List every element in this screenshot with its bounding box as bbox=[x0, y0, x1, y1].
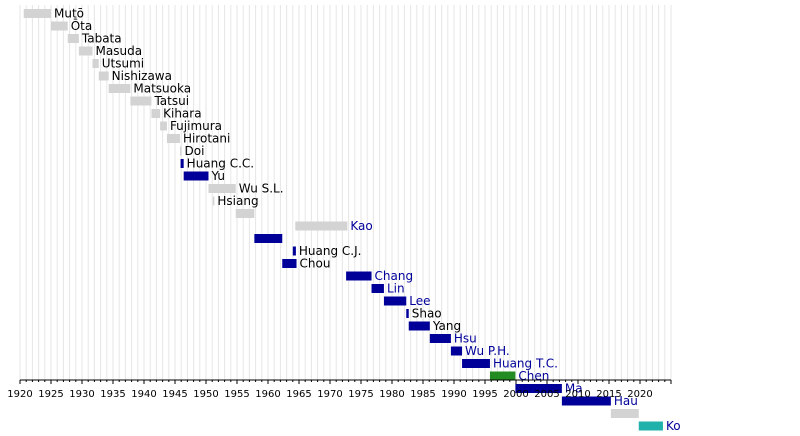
x-tick-label: 1965 bbox=[286, 389, 311, 400]
timeline-bar bbox=[346, 271, 372, 281]
timeline-bar bbox=[180, 159, 184, 168]
timeline-bar bbox=[23, 9, 51, 18]
timeline-bar bbox=[108, 84, 131, 93]
x-tick-label: 2015 bbox=[596, 389, 621, 400]
timeline-bar-label: Huang T.C. bbox=[493, 357, 558, 371]
timeline-bar bbox=[235, 209, 255, 218]
x-tick-label: 1930 bbox=[69, 389, 94, 400]
x-tick-label: 1955 bbox=[224, 389, 249, 400]
x-tick-label: 1945 bbox=[162, 389, 187, 400]
timeline-bar-label: Hirotani bbox=[183, 132, 230, 146]
timeline-bar bbox=[429, 334, 451, 343]
timeline-bar-label: Ōta bbox=[71, 19, 93, 33]
timeline-bar-label: Kao bbox=[350, 219, 372, 233]
timeline-bar bbox=[292, 246, 296, 256]
timeline-bar-label: Tabata bbox=[81, 32, 122, 46]
timeline-bar bbox=[67, 34, 79, 43]
timeline-bar bbox=[450, 346, 463, 356]
timeline-bar-label: Shao bbox=[412, 307, 442, 321]
timeline-bar bbox=[51, 21, 68, 31]
x-tick-label: 1980 bbox=[379, 389, 404, 400]
timeline-bar bbox=[208, 184, 236, 193]
grid-lines bbox=[19, 5, 672, 380]
x-tick-label: 2005 bbox=[534, 389, 559, 400]
timeline-bar bbox=[166, 134, 180, 143]
timeline-bar bbox=[295, 221, 348, 231]
timeline-bar-label: Utsumi bbox=[102, 57, 144, 71]
timeline-bar-label: Huang C.C. bbox=[187, 157, 254, 171]
timeline-bar bbox=[462, 359, 490, 368]
bars: MutōŌtaTabataMasudaUtsumiNishizawaMatsuo… bbox=[23, 7, 713, 436]
x-tick-label: 1940 bbox=[131, 389, 156, 400]
timeline-bar-label: Fujimura bbox=[170, 119, 222, 133]
timeline-bar bbox=[183, 171, 209, 181]
timeline-bar-label: Huang C.J. bbox=[299, 244, 362, 258]
x-tick-label: 1925 bbox=[38, 389, 63, 400]
timeline-bar bbox=[489, 371, 516, 381]
timeline-bar-label: Kihara bbox=[163, 107, 201, 121]
timeline-bar-label: Ma bbox=[565, 382, 583, 396]
x-tick-label: 1920 bbox=[7, 389, 32, 400]
timeline-bar-label: Chen bbox=[518, 369, 549, 383]
x-tick-label: 1960 bbox=[255, 389, 280, 400]
timeline-bar bbox=[406, 309, 409, 318]
timeline-bar bbox=[212, 196, 215, 206]
timeline-bar-label: Nishizawa bbox=[112, 69, 172, 83]
timeline-bar bbox=[383, 296, 407, 306]
timeline-bar-label: Yu bbox=[210, 169, 225, 183]
timeline-bar-label: Lin bbox=[387, 282, 405, 296]
timeline-bar bbox=[408, 321, 430, 331]
timeline-bar-label: Mutō bbox=[54, 7, 84, 21]
x-tick-label: 2000 bbox=[503, 389, 528, 400]
timeline-bar bbox=[179, 146, 182, 156]
timeline-bar-label: Tatsui bbox=[153, 94, 189, 108]
timeline-bar-label: Ko bbox=[666, 419, 681, 432]
timeline-bar bbox=[254, 234, 283, 243]
timeline-bar-label: Masuda bbox=[96, 44, 143, 58]
timeline-bar-label: Chou bbox=[300, 257, 331, 271]
timeline-bar bbox=[515, 384, 562, 393]
timeline-bar bbox=[151, 109, 161, 118]
timeline-bar bbox=[610, 409, 639, 418]
timeline-bar-label: Matsuoka bbox=[133, 82, 191, 96]
timeline-bar bbox=[92, 59, 99, 68]
x-tick-label: 1950 bbox=[193, 389, 218, 400]
timeline-bar bbox=[561, 396, 611, 406]
timeline-bar bbox=[78, 46, 93, 56]
timeline-bar-label: Yang bbox=[432, 319, 461, 333]
timeline-bar-label: Wu P.H. bbox=[465, 344, 510, 358]
timeline-bar bbox=[98, 71, 109, 81]
timeline-bar-label: Doi bbox=[185, 144, 205, 158]
timeline-bar-label: Chang bbox=[375, 269, 414, 283]
timeline-bar bbox=[282, 259, 297, 268]
timeline-bar-label: Wu S.L. bbox=[239, 182, 284, 196]
x-tick-label: 2020 bbox=[627, 389, 652, 400]
x-tick-label: 1935 bbox=[100, 389, 125, 400]
timeline-bar bbox=[371, 284, 384, 293]
x-tick-label: 1970 bbox=[317, 389, 342, 400]
x-tick-label: 1995 bbox=[472, 389, 497, 400]
timeline-bar bbox=[130, 96, 152, 106]
timeline-bar-label: Hau bbox=[614, 394, 638, 408]
timeline-bar bbox=[638, 421, 663, 431]
timeline-bar bbox=[160, 121, 167, 131]
timeline-bar-label: Hsiang bbox=[217, 194, 258, 208]
x-axis: 1920 1925 1930 1935 1940 1945 1950 1955 1960 1965… bbox=[7, 379, 672, 400]
x-tick-label: 1975 bbox=[348, 389, 373, 400]
x-tick-label: 1985 bbox=[410, 389, 435, 400]
x-tick-label: 2010 bbox=[565, 389, 590, 400]
timeline-bar-label: Lee bbox=[409, 294, 430, 308]
x-tick-label: 1990 bbox=[441, 389, 466, 400]
timeline-bar-label: Hsu bbox=[454, 332, 477, 346]
